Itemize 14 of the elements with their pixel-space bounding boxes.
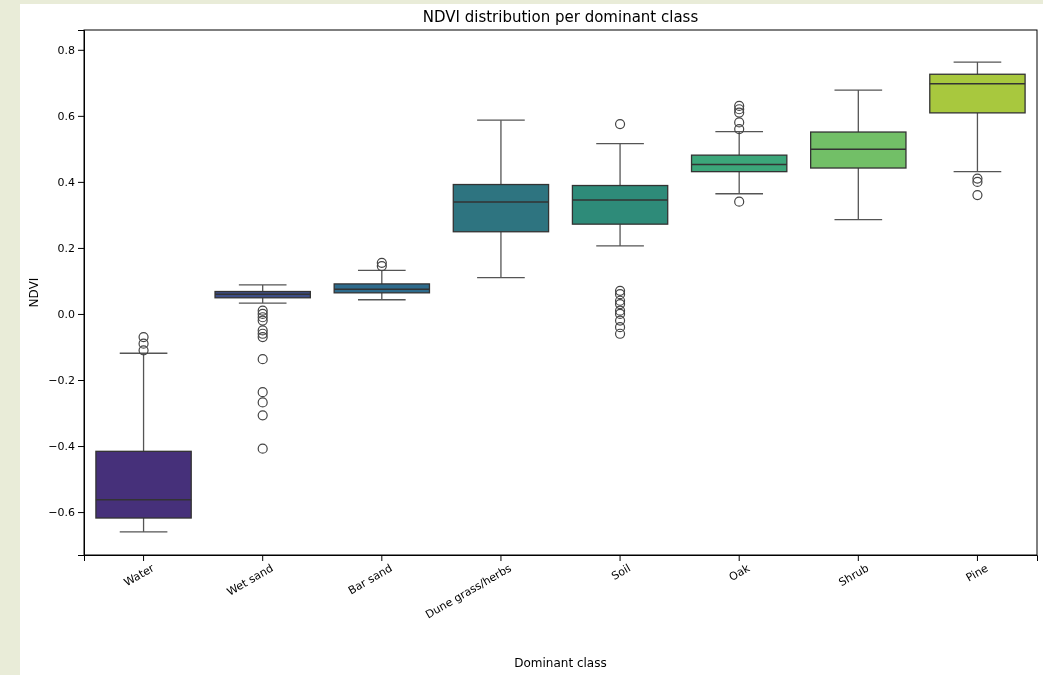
x-tick-label: Soil	[609, 561, 633, 583]
y-tick-label: 0.2	[57, 241, 75, 255]
x-tick-label: Oak	[726, 561, 753, 584]
y-tick-label: 0.4	[57, 175, 75, 189]
x-tick-label: Pine	[963, 561, 991, 585]
y-axis-title: NDVI	[27, 277, 41, 308]
y-tick-label: 0.8	[57, 43, 75, 57]
y-tick-label: 0.6	[57, 109, 75, 123]
y-tick-label: −0.4	[48, 440, 75, 454]
y-tick-label: −0.2	[48, 374, 75, 388]
x-axis-title: Dominant class	[514, 656, 607, 670]
y-tick-label: 0.0	[57, 307, 75, 321]
chart-title: NDVI distribution per dominant class	[422, 8, 699, 26]
y-tick-label: −0.6	[48, 506, 75, 520]
